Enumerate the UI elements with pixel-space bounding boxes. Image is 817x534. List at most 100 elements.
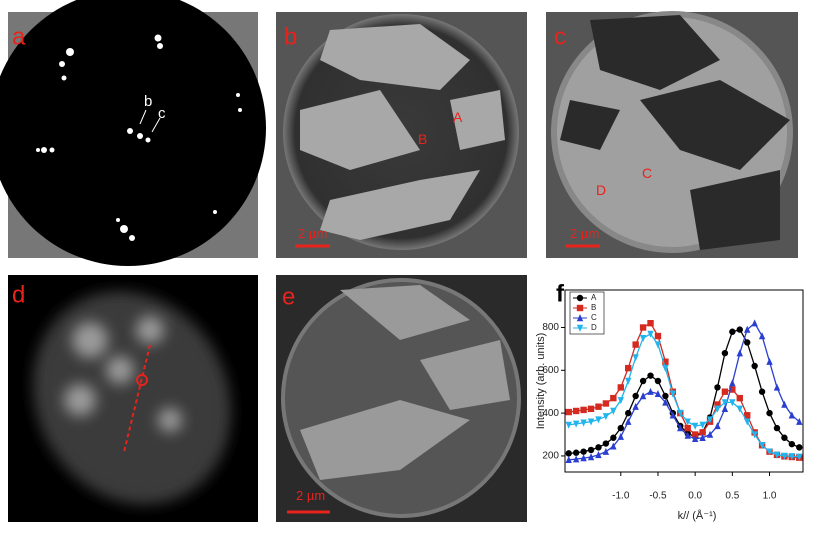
marker [580, 448, 587, 455]
marker [602, 440, 610, 447]
marker [684, 424, 691, 432]
marker [781, 400, 788, 408]
marker [729, 379, 736, 387]
marker [758, 388, 766, 395]
marker [565, 450, 572, 457]
marker [677, 424, 684, 432]
marker [625, 417, 632, 425]
annotation: B [418, 131, 427, 147]
marker [565, 455, 572, 463]
marker [625, 364, 632, 372]
marker [744, 418, 751, 426]
marker [625, 377, 632, 385]
marker [729, 399, 736, 407]
marker [595, 403, 602, 410]
x-tick-label: 1.0 [763, 491, 777, 502]
marker [758, 442, 766, 450]
legend-label: D [591, 323, 597, 332]
marker [587, 418, 595, 426]
marker [706, 430, 714, 438]
marker [662, 358, 669, 365]
marker [736, 394, 743, 402]
marker [744, 325, 751, 333]
marker [565, 421, 572, 429]
marker [691, 434, 699, 443]
y-tick-label: 200 [542, 451, 559, 462]
marker [751, 319, 758, 327]
legend-label: B [591, 303, 596, 312]
scale-bar-label: 2 µm [298, 226, 327, 241]
marker [662, 364, 669, 372]
marker [721, 399, 729, 407]
marker [576, 294, 584, 302]
marker [647, 319, 654, 327]
marker [602, 447, 610, 455]
marker [610, 442, 617, 450]
series-line [568, 333, 800, 458]
marker [587, 405, 595, 413]
marker [721, 349, 729, 357]
marker [617, 432, 624, 440]
marker [677, 409, 684, 417]
marker [773, 424, 781, 432]
marker [617, 397, 624, 405]
panel-f: f k// (Å⁻¹) Intensity (arb. units) [535, 280, 717, 522]
panel-a: a b c [0, 0, 266, 266]
scale-bar-label: 2 µm [570, 226, 599, 241]
panel-b: b A B 2 µm [276, 12, 527, 258]
marker [572, 455, 580, 463]
marker [796, 453, 803, 461]
panel-label: b [284, 23, 297, 50]
marker [632, 392, 639, 400]
y-axis-label: Intensity (arb. units) [535, 333, 547, 430]
marker [587, 453, 595, 461]
x-axis-label: k// (Å⁻¹) [678, 509, 717, 522]
marker [773, 383, 781, 391]
marker [699, 433, 706, 441]
marker [602, 413, 610, 421]
marker [766, 357, 773, 365]
marker [654, 390, 662, 398]
marker [654, 332, 662, 340]
x-tick-label: 0.0 [688, 491, 702, 502]
marker [699, 429, 706, 436]
marker [572, 407, 580, 415]
x-tick-label: 0.5 [725, 491, 739, 502]
marker [788, 411, 796, 419]
marker [610, 407, 617, 415]
marker [639, 377, 647, 385]
marker [572, 449, 580, 456]
panel-label: e [282, 283, 295, 310]
marker [632, 354, 639, 362]
marker [729, 386, 736, 393]
panel-label: d [12, 281, 25, 308]
marker [576, 304, 584, 312]
marker [595, 416, 602, 424]
marker [639, 324, 647, 331]
marker [714, 384, 721, 391]
marker [736, 326, 743, 333]
marker [662, 392, 669, 400]
marker [766, 409, 773, 417]
marker [766, 448, 773, 456]
annotation: A [453, 109, 463, 125]
panel-e: e 2 µm [276, 275, 527, 522]
marker [580, 406, 587, 414]
marker [639, 334, 647, 343]
marker [744, 339, 751, 346]
marker [617, 384, 624, 391]
marker [654, 341, 662, 349]
marker [788, 440, 796, 448]
marker [617, 424, 624, 432]
marker [669, 390, 677, 398]
panel-label: f [556, 280, 565, 307]
marker [706, 416, 714, 424]
scale-bar-label: 2 µm [296, 488, 325, 503]
marker [788, 453, 796, 461]
marker [721, 388, 729, 395]
marker [576, 324, 584, 332]
marker [781, 452, 788, 460]
marker [744, 412, 751, 419]
marker [751, 431, 758, 439]
marker [610, 394, 617, 402]
